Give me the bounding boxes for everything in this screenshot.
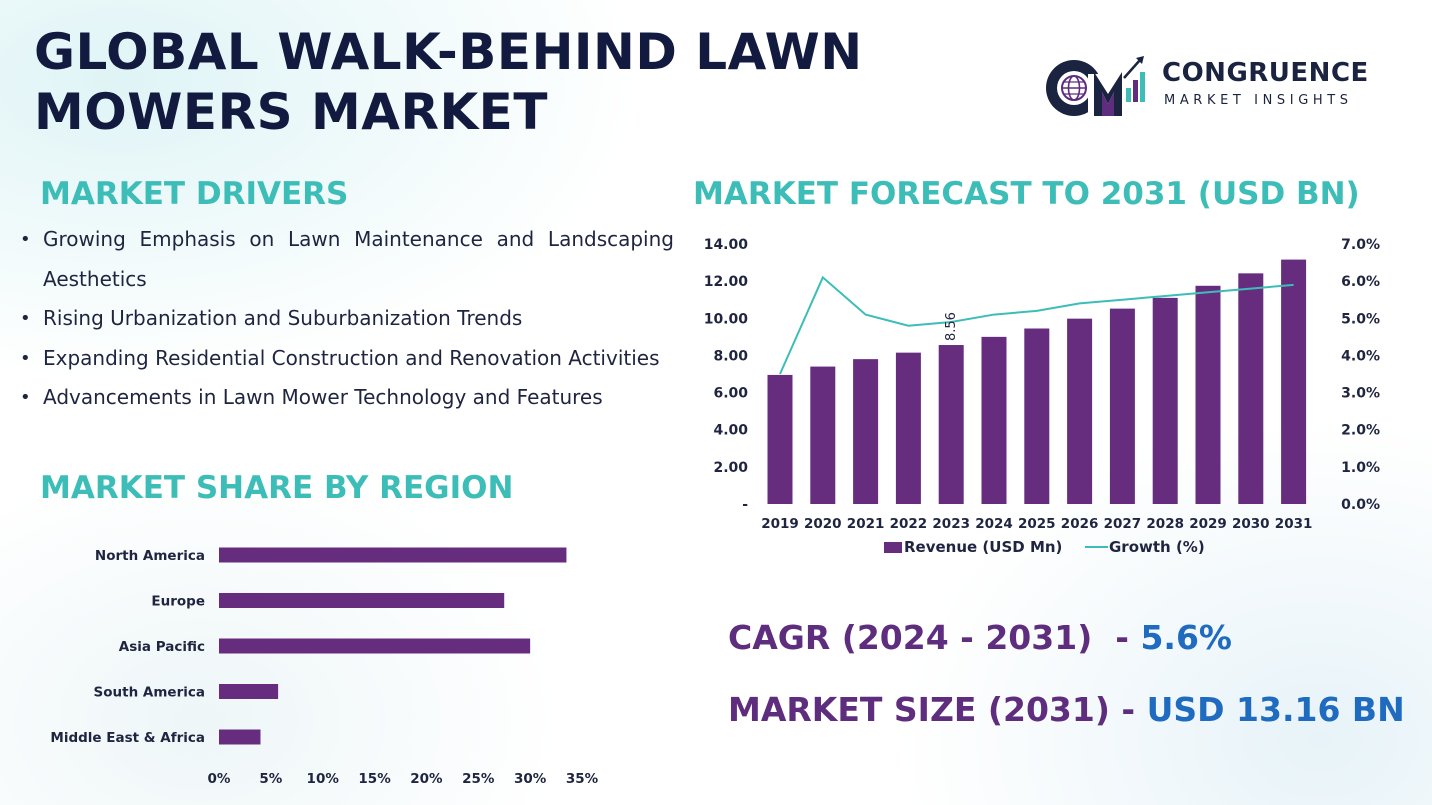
x-axis-tick-label: 2024 xyxy=(975,516,1013,532)
x-axis-tick-label: 15% xyxy=(358,771,391,787)
revenue-bar xyxy=(1067,318,1093,504)
x-axis-tick-label: 2020 xyxy=(804,516,842,532)
x-axis-tick-label: 2030 xyxy=(1232,516,1270,532)
x-axis-tick-label: 10% xyxy=(307,771,340,787)
bar-data-label: 8.56 xyxy=(944,312,959,341)
right-axis-tick-label: 0.0% xyxy=(1341,497,1380,513)
region-share-bar-chart: North America Europe Asia Pacific South Ame… xyxy=(50,547,599,787)
cagr-separator: - xyxy=(1092,618,1141,657)
region-label: South America xyxy=(94,685,205,701)
left-axis-tick-label: 2.00 xyxy=(713,460,748,476)
x-axis-tick-label: 2029 xyxy=(1189,516,1227,532)
left-axis-tick-label: 6.00 xyxy=(713,386,748,402)
revenue-bar xyxy=(1238,273,1264,504)
title-line-2: MOWERS MARKET xyxy=(34,83,548,141)
market-share-heading: MARKET SHARE BY REGION xyxy=(40,470,514,506)
region-bar xyxy=(219,547,567,563)
region-bar xyxy=(219,638,531,654)
left-axis-tick-label: - xyxy=(742,497,748,513)
legend-growth-label: Growth (%) xyxy=(1109,538,1205,556)
revenue-bar xyxy=(981,336,1007,504)
driver-item: Expanding Residential Construction and R… xyxy=(20,339,674,379)
cagr-stat: CAGR (2024 - 2031) - 5.6% xyxy=(728,618,1232,657)
x-axis-tick-label: 25% xyxy=(462,771,495,787)
cagr-label: CAGR (2024 - 2031) xyxy=(728,618,1093,657)
market-size-stat: MARKET SIZE (2031) - USD 13.16 BN xyxy=(728,690,1405,729)
x-axis-tick-label: 35% xyxy=(566,771,599,787)
left-axis-tick-label: 8.00 xyxy=(713,348,748,364)
page-title: GLOBAL WALK-BEHIND LAWN MOWERS MARKET xyxy=(34,22,994,142)
right-axis-tick-label: 3.0% xyxy=(1341,386,1380,402)
x-axis-tick-label: 2031 xyxy=(1275,516,1313,532)
revenue-bar xyxy=(1024,328,1050,504)
x-axis-tick-label: 2023 xyxy=(932,516,970,532)
market-size-label: MARKET SIZE (2031) xyxy=(728,690,1110,729)
x-axis-tick-label: 2021 xyxy=(847,516,885,532)
x-axis-tick-label: 2026 xyxy=(1061,516,1099,532)
x-axis-tick-label: 2025 xyxy=(1018,516,1056,532)
region-bar xyxy=(219,729,261,745)
cm-logo-icon xyxy=(1046,56,1145,118)
market-size-value: USD 13.16 BN xyxy=(1146,690,1405,729)
revenue-bar xyxy=(1195,285,1221,504)
region-label: Middle East & Africa xyxy=(50,730,205,746)
revenue-bar xyxy=(767,374,793,504)
forecast-combo-chart: - 2.00 4.00 6.00 8.00 10.00 12.00 14.00 0.0% 1.0%… xyxy=(704,237,1380,556)
legend-revenue-label: Revenue (USD Mn) xyxy=(904,538,1062,556)
legend-revenue-swatch xyxy=(884,542,902,553)
region-label: Europe xyxy=(151,594,205,610)
left-axis-tick-label: 10.00 xyxy=(704,311,749,327)
x-axis-tick-label: 2019 xyxy=(761,516,799,532)
region-bar xyxy=(219,684,279,699)
x-axis-tick-label: 5% xyxy=(259,771,282,787)
cagr-value: 5.6% xyxy=(1140,618,1232,657)
left-axis-tick-label: 12.00 xyxy=(704,274,749,290)
revenue-bar xyxy=(1109,308,1135,504)
market-size-separator: - xyxy=(1109,690,1147,729)
x-axis-tick-label: 0% xyxy=(208,771,231,787)
region-bar xyxy=(219,593,505,608)
market-drivers-heading: MARKET DRIVERS xyxy=(40,176,349,212)
right-axis-tick-label: 6.0% xyxy=(1341,274,1380,290)
right-axis-tick-label: 4.0% xyxy=(1341,348,1380,364)
revenue-bar xyxy=(1281,259,1307,504)
revenue-bar xyxy=(938,345,964,504)
driver-item: Rising Urbanization and Suburbanization … xyxy=(20,299,674,339)
left-axis-tick-label: 4.00 xyxy=(713,423,748,439)
title-line-1: GLOBAL WALK-BEHIND LAWN xyxy=(34,23,863,81)
x-axis-tick-label: 2028 xyxy=(1146,516,1184,532)
right-axis-tick-label: 2.0% xyxy=(1341,423,1380,439)
logo-name: CONGRUENCE xyxy=(1162,58,1369,88)
right-axis-tick-label: 7.0% xyxy=(1341,237,1380,253)
driver-item: Advancements in Lawn Mower Technology an… xyxy=(20,378,674,418)
x-axis-tick-label: 30% xyxy=(514,771,547,787)
logo-subtitle: MARKET INSIGHTS xyxy=(1164,93,1353,108)
right-axis-tick-label: 1.0% xyxy=(1341,460,1380,476)
right-axis-tick-label: 5.0% xyxy=(1341,311,1380,327)
market-drivers-list: Growing Emphasis on Lawn Maintenance and… xyxy=(20,220,674,418)
x-axis-tick-label: 2022 xyxy=(890,516,928,532)
left-axis-tick-label: 14.00 xyxy=(704,237,749,253)
revenue-bar xyxy=(895,352,921,504)
region-label: North America xyxy=(95,548,205,564)
revenue-bar xyxy=(853,359,879,504)
region-label: Asia Pacific xyxy=(119,639,205,655)
revenue-bar xyxy=(810,366,836,504)
revenue-bar xyxy=(1152,297,1178,504)
driver-item: Growing Emphasis on Lawn Maintenance and… xyxy=(20,220,674,299)
brand-logo: CONGRUENCE MARKET INSIGHTS xyxy=(1044,50,1394,120)
market-forecast-heading: MARKET FORECAST TO 2031 (USD BN) xyxy=(693,176,1360,212)
x-axis-tick-label: 2027 xyxy=(1104,516,1142,532)
x-axis-tick-label: 20% xyxy=(410,771,443,787)
